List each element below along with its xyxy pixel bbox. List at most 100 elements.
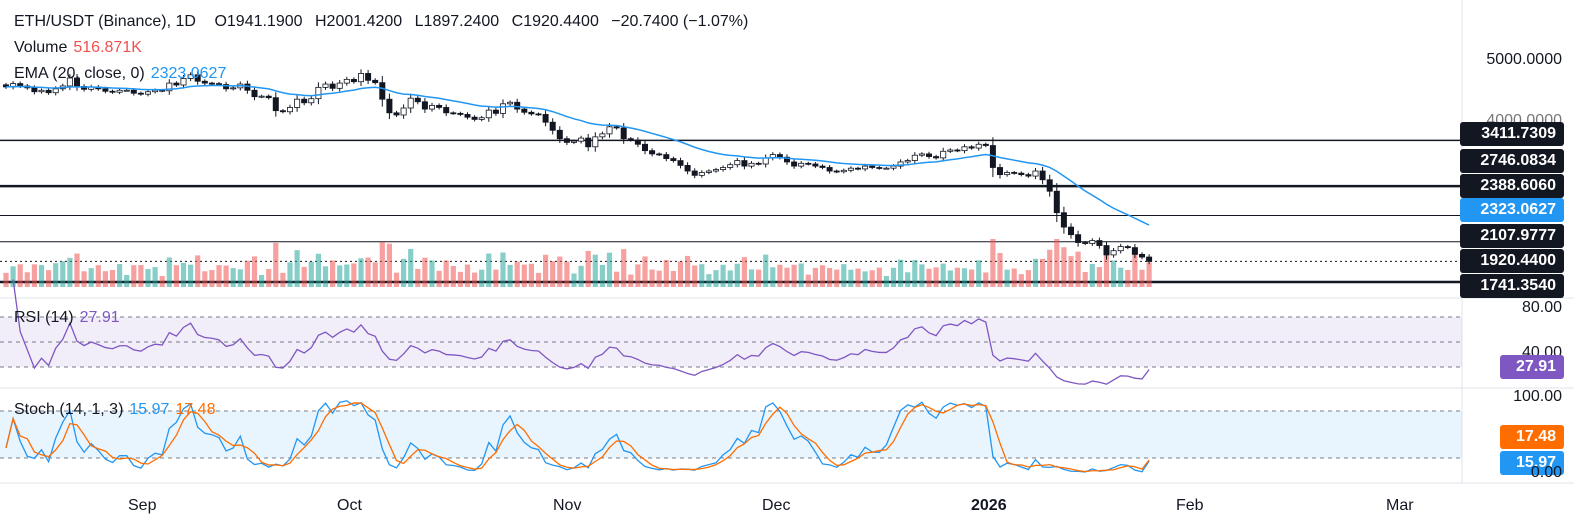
x-label-dec: Dec xyxy=(762,497,791,514)
ohlc-legend: ETH/USDT (Binance), 1D O1941.1900 H2001.… xyxy=(14,13,748,31)
rsi-legend[interactable]: RSI (14) 27.91 xyxy=(14,309,120,327)
volume-bar xyxy=(152,267,158,287)
candle xyxy=(365,73,372,81)
candle xyxy=(592,136,599,148)
volume-bar xyxy=(1146,262,1152,287)
candle xyxy=(535,113,542,116)
volume-legend[interactable]: Volume 516.871K xyxy=(14,39,142,57)
candle xyxy=(840,169,847,173)
candle xyxy=(556,129,563,140)
volume-bar xyxy=(784,267,790,287)
volume-bar xyxy=(1139,269,1145,287)
volume-bar xyxy=(280,272,286,287)
volume-bar xyxy=(606,252,613,287)
volume-bar xyxy=(528,263,534,287)
volume-bar xyxy=(905,272,911,287)
candle xyxy=(215,83,222,85)
volume-bar xyxy=(855,268,861,287)
high-value: 2001.4200 xyxy=(326,13,403,30)
candle xyxy=(31,87,38,93)
volume-bar xyxy=(741,257,747,287)
price-badge-0: 3411.7309 xyxy=(1460,122,1564,146)
rsi-axis-label-80: 80.00 xyxy=(1521,299,1562,316)
volume-bar xyxy=(138,265,144,287)
candle xyxy=(492,109,499,114)
ema-legend[interactable]: EMA (20, close, 0) 2323.0627 xyxy=(14,65,226,83)
volume-bar xyxy=(862,271,868,287)
volume-bar xyxy=(330,260,336,287)
volume-bar xyxy=(429,260,435,287)
volume-bar xyxy=(1103,254,1110,287)
volume-bar xyxy=(699,264,705,287)
candle xyxy=(173,82,180,86)
candle xyxy=(478,117,485,120)
open-value: 1941.1900 xyxy=(226,13,303,30)
volume-bar xyxy=(564,261,570,287)
volume-bar xyxy=(237,269,243,287)
volume-bar xyxy=(642,256,648,287)
volume-bar xyxy=(841,264,847,287)
stoch-axis-label-100: 100.00 xyxy=(1513,388,1562,405)
volume-bar xyxy=(166,257,172,287)
candle xyxy=(102,88,109,92)
candle xyxy=(322,83,329,88)
candle xyxy=(379,82,386,100)
symbol-title[interactable]: ETH/USDT (Binance), 1D xyxy=(14,13,196,30)
volume-bar xyxy=(940,263,946,287)
candle xyxy=(372,79,379,84)
candle xyxy=(528,111,535,115)
candle xyxy=(336,82,343,89)
volume-bar xyxy=(748,269,755,287)
candle xyxy=(734,160,741,166)
candle xyxy=(713,169,720,172)
candle xyxy=(1131,247,1138,255)
volume-bar xyxy=(535,272,542,287)
volume-bar xyxy=(24,272,30,287)
candle xyxy=(748,162,755,167)
volume-bar xyxy=(798,263,804,287)
volume-bar xyxy=(53,263,59,287)
volume-bar xyxy=(457,271,463,287)
volume-bar xyxy=(677,261,684,287)
candle xyxy=(599,133,606,138)
volume-bar xyxy=(599,264,605,287)
candle xyxy=(457,112,464,115)
volume-bar xyxy=(763,254,769,287)
candle xyxy=(308,98,315,104)
rsi-badge: 27.91 xyxy=(1500,355,1564,379)
candle xyxy=(294,98,301,108)
volume-bar xyxy=(883,276,889,287)
candle xyxy=(393,112,400,116)
volume-bar xyxy=(188,264,194,287)
stoch-legend[interactable]: Stoch (14, 1, 3) 15.97 17.48 xyxy=(14,401,215,419)
candle xyxy=(123,89,130,92)
candle xyxy=(194,74,201,82)
volume-bar xyxy=(88,268,94,287)
low-label: L xyxy=(414,13,424,30)
candle xyxy=(918,153,925,156)
candle xyxy=(968,146,975,149)
volume-bar xyxy=(180,262,187,287)
candle xyxy=(911,154,918,161)
ema-label: EMA (20, close, 0) xyxy=(14,65,145,82)
candle xyxy=(677,160,684,166)
candle xyxy=(805,162,812,165)
candle xyxy=(1053,190,1060,214)
volume-bar xyxy=(195,255,201,287)
candle xyxy=(357,73,364,83)
volume-bar xyxy=(777,264,783,287)
candle xyxy=(656,153,663,156)
candle xyxy=(265,95,272,99)
volume-bar xyxy=(1004,269,1010,287)
open-label: O xyxy=(214,13,227,30)
volume-bar xyxy=(472,272,478,287)
candle xyxy=(649,150,656,155)
volume-bar xyxy=(969,269,975,287)
volume-bar xyxy=(585,250,591,287)
candle xyxy=(17,83,24,87)
volume-bar xyxy=(827,268,833,287)
volume-bar xyxy=(1011,268,1017,287)
candle xyxy=(1032,170,1039,177)
volume-bar xyxy=(706,274,712,287)
